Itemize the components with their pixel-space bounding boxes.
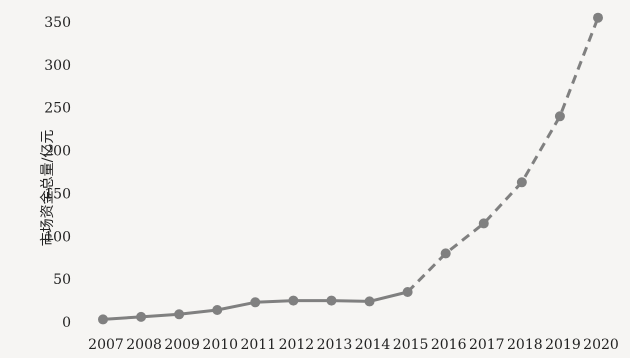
series-lines (102, 17, 600, 321)
x-tick-label: 2019 (545, 337, 581, 353)
y-tick-label: 100 (44, 229, 71, 245)
data-point (402, 287, 413, 297)
y-tick-label: 50 (53, 272, 71, 288)
data-point (364, 296, 375, 307)
x-tick-label: 2015 (393, 337, 429, 353)
x-tick-label: 2011 (240, 337, 276, 353)
y-axis-label: 市场资金总量/亿元 (39, 130, 56, 247)
x-tick-label: 2012 (279, 337, 315, 353)
y-tick-label: 350 (44, 15, 71, 31)
data-point (554, 111, 565, 122)
x-tick-label: 2007 (88, 337, 124, 353)
y-tick-label: 250 (44, 101, 71, 117)
x-tick-label: 2009 (164, 337, 200, 353)
series-points (98, 12, 603, 325)
x-tick-label: 2020 (583, 337, 619, 353)
x-tick-label: 2018 (507, 337, 543, 353)
y-tick-labels: 0 50 100 150 200 250 300 350 (44, 15, 71, 331)
data-point (98, 314, 108, 325)
y-tick-label: 200 (44, 144, 71, 160)
data-point (212, 305, 223, 315)
y-tick-label: 0 (62, 315, 71, 331)
data-point (593, 12, 603, 23)
y-tick-label: 300 (44, 58, 71, 74)
data-point (250, 297, 261, 308)
data-point (136, 311, 147, 322)
x-tick-label: 2014 (355, 337, 391, 353)
x-tick-label: 2010 (202, 337, 238, 353)
x-tick-label: 2017 (469, 337, 505, 353)
data-point (440, 248, 451, 259)
data-point (478, 218, 489, 229)
series-line-dashed (406, 17, 600, 294)
x-tick-label: 2013 (317, 337, 353, 353)
x-tick-label: 2008 (126, 337, 162, 353)
y-tick-label: 150 (44, 186, 71, 202)
x-tick-label: 2016 (431, 337, 467, 353)
data-point (288, 295, 299, 306)
x-tick-labels: 2007 2008 2009 2010 2011 2012 2013 2014 2015 2016… (88, 337, 619, 353)
data-point (174, 309, 185, 320)
data-point (326, 295, 337, 306)
data-point (516, 177, 527, 188)
